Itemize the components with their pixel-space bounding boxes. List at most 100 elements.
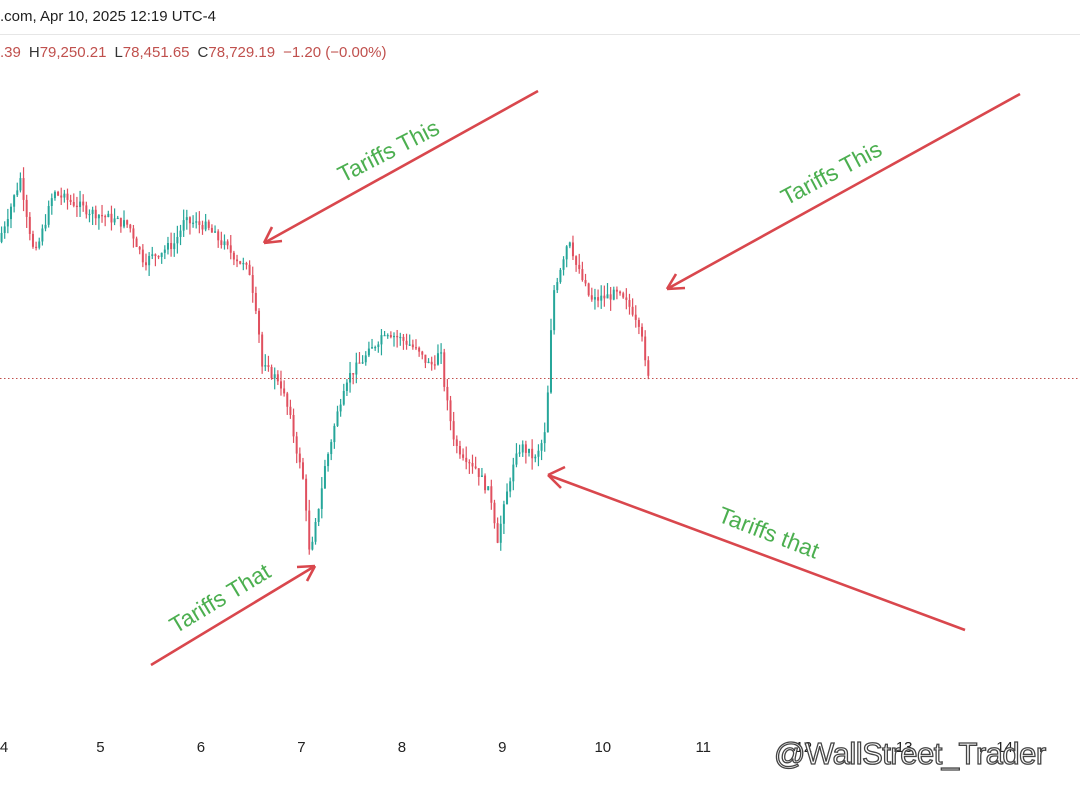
candle-body bbox=[446, 386, 449, 401]
x-tick-label: 14 bbox=[996, 739, 1013, 756]
candle-body bbox=[449, 400, 452, 422]
candle-body bbox=[515, 453, 518, 465]
candle-body bbox=[625, 297, 628, 301]
arrow-head bbox=[665, 273, 686, 291]
candle-body bbox=[50, 198, 53, 206]
candle-body bbox=[433, 364, 436, 366]
ohlc-change: −1.20 (−0.00%) bbox=[283, 44, 387, 61]
candle-body bbox=[31, 233, 34, 247]
candle-body bbox=[358, 362, 361, 364]
candle-body bbox=[35, 246, 38, 249]
candle-body bbox=[647, 360, 650, 376]
candle-body bbox=[79, 201, 82, 208]
candle-body bbox=[352, 373, 355, 375]
candle-body bbox=[543, 432, 546, 444]
candle-body bbox=[609, 294, 612, 300]
candle-body bbox=[524, 444, 527, 453]
candle-body bbox=[163, 249, 166, 253]
ohlc-close-key: C bbox=[197, 44, 209, 61]
candle-body bbox=[568, 242, 571, 247]
candle-body bbox=[455, 439, 458, 446]
candle-body bbox=[465, 457, 468, 463]
candle-body bbox=[430, 361, 433, 365]
candle-body bbox=[283, 388, 286, 394]
candle-body bbox=[119, 217, 122, 227]
candle-body bbox=[386, 335, 389, 337]
candle-body bbox=[641, 326, 644, 337]
candle-body bbox=[540, 443, 543, 451]
candle-body bbox=[615, 289, 618, 292]
candle-body bbox=[474, 466, 477, 469]
candle-body bbox=[226, 241, 229, 246]
arrow-shaft bbox=[666, 92, 1021, 291]
candle-body bbox=[242, 263, 245, 265]
candle-body bbox=[97, 215, 100, 219]
candle-body bbox=[612, 289, 615, 300]
candle-body bbox=[38, 241, 41, 248]
candle-body bbox=[471, 462, 474, 467]
candle-body bbox=[286, 393, 289, 407]
candle-body bbox=[606, 294, 609, 299]
x-tick-label: 10 bbox=[594, 739, 611, 756]
candle-body bbox=[408, 344, 411, 346]
candle-body bbox=[214, 231, 217, 233]
candles-layer bbox=[0, 167, 650, 555]
candle-body bbox=[236, 259, 239, 262]
annotation-top-left: Tariffs This bbox=[262, 89, 539, 245]
candle-body bbox=[367, 348, 370, 356]
annotation-bottom-left: Tariffs That bbox=[150, 558, 317, 667]
candle-body bbox=[581, 269, 584, 281]
candle-body bbox=[506, 491, 509, 505]
ohlc-low-key: L bbox=[114, 44, 123, 61]
candle-body bbox=[355, 362, 358, 375]
candle-body bbox=[590, 295, 593, 300]
candle-body bbox=[600, 295, 603, 301]
candle-body bbox=[94, 209, 97, 219]
candle-body bbox=[349, 373, 352, 383]
candle-body bbox=[308, 510, 311, 550]
candle-body bbox=[126, 220, 129, 225]
arrow-head bbox=[296, 564, 317, 582]
candle-body bbox=[637, 319, 640, 327]
candle-body bbox=[521, 444, 524, 453]
candle-body bbox=[47, 205, 50, 225]
candle-body bbox=[393, 335, 396, 338]
candle-body bbox=[383, 335, 386, 337]
candle-body bbox=[251, 275, 254, 293]
annotation-label: Tariffs That bbox=[165, 558, 276, 639]
candle-body bbox=[534, 456, 537, 459]
candle-body bbox=[374, 347, 377, 349]
annotation-top-right: Tariffs This bbox=[665, 92, 1021, 291]
candle-body bbox=[418, 347, 421, 352]
candle-body bbox=[44, 224, 47, 229]
ohlc-high-key: H bbox=[28, 44, 40, 61]
candle-body bbox=[141, 249, 144, 263]
candle-body bbox=[320, 488, 323, 509]
candle-body bbox=[480, 475, 483, 477]
candle-body bbox=[188, 217, 191, 224]
candle-body bbox=[493, 502, 496, 524]
candle-body bbox=[371, 347, 374, 349]
candle-body bbox=[135, 238, 138, 248]
candle-body bbox=[60, 195, 63, 198]
candle-body bbox=[166, 242, 169, 250]
candle-body bbox=[421, 351, 424, 355]
candle-body bbox=[57, 191, 60, 196]
candle-body bbox=[361, 362, 364, 364]
candle-body bbox=[528, 448, 531, 453]
candle-body bbox=[411, 344, 414, 348]
candle-body bbox=[314, 521, 317, 542]
candle-body bbox=[380, 335, 383, 345]
annotation-label: Tariffs This bbox=[333, 114, 443, 187]
candle-body bbox=[628, 300, 631, 307]
candle-body bbox=[593, 297, 596, 300]
candle-body bbox=[88, 213, 91, 216]
arrow-shaft bbox=[547, 473, 966, 632]
candle-body bbox=[364, 355, 367, 363]
candle-body bbox=[436, 353, 439, 365]
candle-body bbox=[232, 252, 235, 260]
candle-body bbox=[22, 178, 25, 200]
x-tick-label: 5 bbox=[96, 739, 104, 756]
candle-body bbox=[129, 224, 132, 229]
